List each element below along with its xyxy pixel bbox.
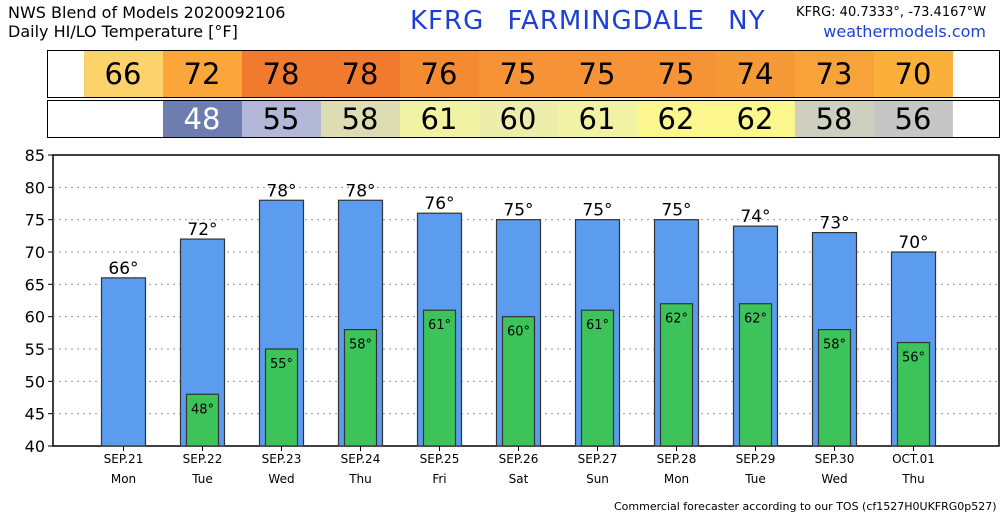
low-bar-label: 62° (744, 312, 767, 327)
low-bar-label: 55° (270, 357, 293, 372)
x-tick-weekday-label: Sun (586, 472, 609, 486)
x-tick-weekday-label: Mon (664, 472, 689, 486)
low-bar (422, 309, 457, 447)
x-tick-date-label: SEP.28 (657, 452, 697, 466)
hi-cell: 74 (715, 51, 795, 97)
y-tick-label: 65 (25, 275, 45, 294)
low-bar (264, 348, 299, 447)
y-tick-label: 55 (25, 340, 45, 359)
chart-subtitle: Daily HI/LO Temperature [°F] (8, 22, 238, 41)
low-bar (896, 341, 931, 447)
x-tick-weekday-label: Wed (268, 472, 294, 486)
x-tick-date-label: SEP.24 (341, 452, 381, 466)
low-bar-label: 56° (902, 351, 925, 366)
low-bar-label: 61° (428, 318, 451, 333)
lo-cell: 61 (557, 101, 637, 137)
site-link[interactable]: weathermodels.com (823, 22, 986, 41)
lo-cell: 48 (162, 101, 242, 137)
low-bar (185, 393, 220, 447)
hi-cell: 78 (241, 51, 321, 97)
x-tick-weekday-label: Mon (111, 472, 136, 486)
lo-cell: 56 (873, 101, 953, 137)
hi-cell: 70 (873, 51, 953, 97)
y-tick-label: 75 (25, 211, 45, 230)
low-bar (738, 303, 773, 447)
x-tick-date-label: SEP.23 (262, 452, 302, 466)
x-tick-weekday-label: Wed (821, 472, 847, 486)
x-tick-weekday-label: Tue (744, 472, 766, 486)
high-bar-label: 75° (503, 201, 533, 221)
x-tick-date-label: SEP.29 (736, 452, 776, 466)
lo-cell: 55 (241, 101, 321, 137)
low-bar-label: 58° (349, 338, 372, 353)
high-bar-label: 75° (661, 201, 691, 221)
high-bar-label: 76° (424, 194, 454, 214)
low-bar-label: 48° (191, 402, 214, 417)
y-tick-label: 40 (25, 437, 45, 456)
low-bar (817, 329, 852, 447)
hi-cell: 78 (320, 51, 400, 97)
low-bar-label: 58° (823, 338, 846, 353)
low-bar-label: 61° (586, 318, 609, 333)
low-bar-label: 62° (665, 312, 688, 327)
chart-header-right: KFRG: 40.7333°, -73.4167°W weathermodels… (796, 4, 986, 42)
chart-header-left: NWS Blend of Models 2020092106 Daily HI/… (8, 3, 285, 41)
high-bar-label: 74° (740, 207, 770, 227)
low-temperature-strip: 48 55 58 61 60 61 62 62 58 56 (47, 100, 1000, 138)
high-bar-label: 78° (266, 181, 296, 201)
hi-cell: 73 (794, 51, 874, 97)
high-bar-label: 75° (582, 201, 612, 221)
x-tick-weekday-label: Tue (191, 472, 213, 486)
x-tick-date-label: SEP.21 (104, 452, 144, 466)
y-tick-label: 85 (25, 146, 45, 165)
temperature-bar-chart: 40 45 50 55 60 65 70 75 80 85 66° SEP.21 Mon 72° 48° SE… (25, 146, 1000, 486)
lo-cell: 61 (399, 101, 479, 137)
low-bar (580, 309, 615, 447)
hi-cell: 76 (399, 51, 479, 97)
x-tick-date-label: SEP.27 (578, 452, 618, 466)
x-tick-date-label: SEP.26 (499, 452, 539, 466)
lo-cell (83, 101, 163, 137)
model-run-title: NWS Blend of Models 2020092106 (8, 3, 286, 22)
station-title: KFRG FARMINGDALE NY (410, 6, 766, 36)
x-tick-date-label: SEP.25 (420, 452, 460, 466)
x-tick-weekday-label: Sat (509, 472, 529, 486)
y-tick-label: 80 (25, 178, 45, 197)
high-bar-label: 70° (898, 233, 928, 253)
lo-cell: 58 (320, 101, 400, 137)
high-bar-label: 78° (345, 181, 375, 201)
high-bar-label: 66° (108, 259, 138, 279)
low-bar-label: 60° (507, 325, 530, 340)
x-tick-weekday-label: Thu (348, 472, 372, 486)
high-temperature-strip: 66 72 78 78 76 75 75 75 74 73 70 (47, 50, 1000, 98)
lo-cell: 60 (478, 101, 558, 137)
y-tick-label: 50 (25, 372, 45, 391)
hi-cell: 75 (557, 51, 637, 97)
x-tick-weekday-label: Fri (432, 472, 446, 486)
hi-cell: 66 (83, 51, 163, 97)
low-bar (659, 303, 694, 447)
high-bar (100, 277, 147, 447)
footer-note: Commercial forecaster according to our T… (614, 500, 997, 513)
hi-cell: 75 (636, 51, 716, 97)
lo-cell: 58 (794, 101, 874, 137)
lo-cell: 62 (636, 101, 716, 137)
hi-cell: 75 (478, 51, 558, 97)
lo-cell: 62 (715, 101, 795, 137)
y-tick-label: 60 (25, 308, 45, 327)
y-tick-label: 70 (25, 243, 45, 262)
x-tick-weekday-label: Thu (901, 472, 925, 486)
y-tick-label: 45 (25, 405, 45, 424)
station-coordinates: KFRG: 40.7333°, -73.4167°W (796, 5, 986, 20)
x-tick-date-label: SEP.30 (815, 452, 855, 466)
high-bar-label: 73° (819, 214, 849, 234)
high-bar-label: 72° (187, 220, 217, 240)
low-bar (501, 316, 536, 447)
hi-cell: 72 (162, 51, 242, 97)
x-tick-date-label: OCT.01 (892, 452, 935, 466)
x-tick-date-label: SEP.22 (183, 452, 223, 466)
